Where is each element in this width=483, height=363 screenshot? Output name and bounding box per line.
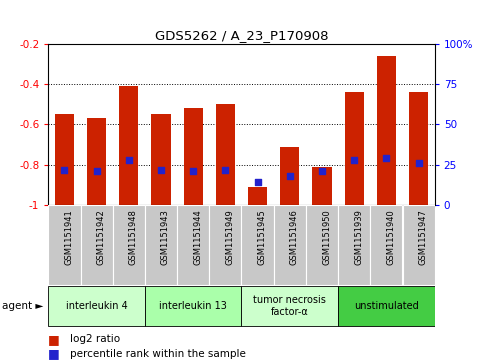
Text: GSM1151944: GSM1151944 [193, 209, 202, 265]
Title: GDS5262 / A_23_P170908: GDS5262 / A_23_P170908 [155, 29, 328, 42]
Text: GSM1151949: GSM1151949 [226, 209, 234, 265]
Text: percentile rank within the sample: percentile rank within the sample [70, 349, 246, 359]
Text: tumor necrosis
factor-α: tumor necrosis factor-α [254, 295, 326, 317]
Text: ■: ■ [48, 347, 60, 360]
Text: agent ►: agent ► [2, 301, 43, 311]
Point [350, 157, 358, 163]
Bar [242, 286, 338, 326]
Bar [313, 167, 332, 205]
Bar [248, 187, 267, 205]
Text: GSM1151945: GSM1151945 [257, 209, 267, 265]
Bar [145, 286, 242, 326]
Bar [338, 286, 435, 326]
Bar [377, 56, 396, 205]
Text: GSM1151940: GSM1151940 [386, 209, 396, 265]
Bar [55, 114, 74, 205]
Text: GSM1151939: GSM1151939 [354, 209, 363, 265]
Text: GSM1151943: GSM1151943 [161, 209, 170, 265]
Text: GSM1151942: GSM1151942 [97, 209, 106, 265]
Text: interleukin 4: interleukin 4 [66, 301, 128, 311]
Text: log2 ratio: log2 ratio [70, 334, 120, 344]
Point [125, 157, 133, 163]
Bar [216, 104, 235, 205]
Point [415, 160, 423, 166]
Bar [274, 205, 306, 285]
Bar [402, 205, 435, 285]
Text: interleukin 13: interleukin 13 [159, 301, 227, 311]
Bar [409, 92, 428, 205]
Text: GSM1151941: GSM1151941 [64, 209, 73, 265]
Text: GSM1151950: GSM1151950 [322, 209, 331, 265]
Bar [113, 205, 145, 285]
Bar [81, 205, 113, 285]
Point [60, 167, 68, 172]
Point [286, 173, 294, 179]
Bar [280, 147, 299, 205]
Bar [370, 205, 402, 285]
Bar [87, 118, 106, 205]
Bar [48, 286, 145, 326]
Bar [151, 114, 170, 205]
Point [383, 155, 390, 161]
Text: ■: ■ [48, 333, 60, 346]
Text: GSM1151947: GSM1151947 [419, 209, 427, 265]
Bar [338, 205, 370, 285]
Bar [177, 205, 209, 285]
Point [93, 168, 100, 174]
Text: unstimulated: unstimulated [354, 301, 419, 311]
Point [222, 167, 229, 172]
Bar [242, 205, 274, 285]
Point [318, 168, 326, 174]
Point [254, 180, 261, 185]
Bar [306, 205, 338, 285]
Bar [119, 86, 139, 205]
Bar [209, 205, 242, 285]
Bar [145, 205, 177, 285]
Text: GSM1151948: GSM1151948 [129, 209, 138, 265]
Text: GSM1151946: GSM1151946 [290, 209, 299, 265]
Bar [48, 205, 81, 285]
Bar [184, 108, 203, 205]
Bar [344, 92, 364, 205]
Point [157, 167, 165, 172]
Point [189, 168, 197, 174]
